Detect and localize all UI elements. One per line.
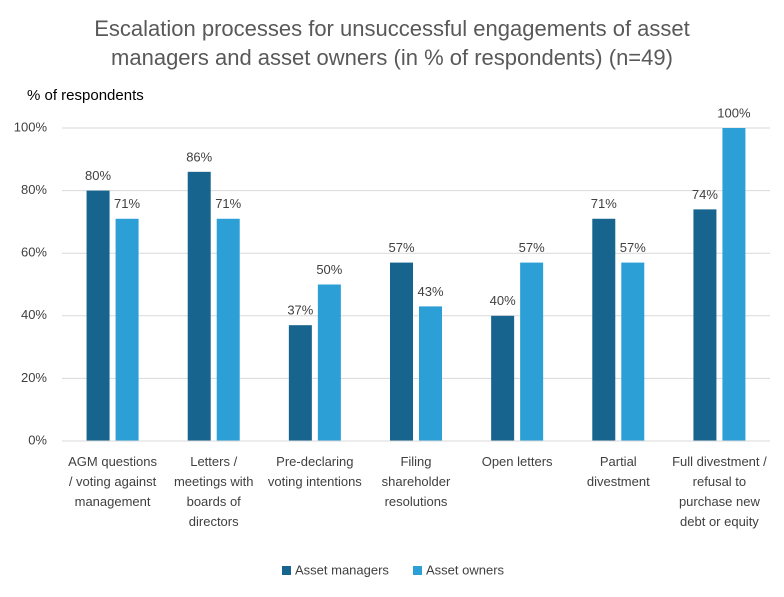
x-tick-label: Partial divestment bbox=[586, 454, 650, 489]
bar bbox=[115, 218, 139, 441]
legend-swatch bbox=[413, 566, 422, 575]
x-tick-label: Open letters bbox=[481, 454, 553, 469]
bar bbox=[317, 284, 341, 441]
bar bbox=[187, 171, 211, 441]
legend-label: Asset owners bbox=[426, 562, 505, 577]
bar bbox=[520, 262, 544, 441]
value-label: 71% bbox=[591, 196, 617, 211]
legend-label: Asset managers bbox=[295, 562, 389, 577]
value-label: 100% bbox=[717, 105, 751, 120]
bar bbox=[621, 262, 645, 441]
x-tick-label: Letters / meetings with boards of direct… bbox=[173, 454, 254, 529]
legend-swatch bbox=[282, 566, 291, 575]
x-tick-label: Pre-declaring voting intentions bbox=[267, 454, 362, 489]
value-label: 40% bbox=[490, 293, 516, 308]
bar bbox=[491, 315, 515, 441]
value-label: 71% bbox=[114, 196, 140, 211]
y-tick-label: 40% bbox=[21, 307, 47, 322]
y-tick-label: 60% bbox=[21, 245, 47, 260]
x-tick-label: Full divestment / refusal to purchase ne… bbox=[672, 454, 767, 529]
value-label: 43% bbox=[417, 284, 443, 299]
x-tick-label: AGM questions / voting against managemen… bbox=[68, 454, 157, 509]
bar bbox=[693, 209, 717, 441]
bar bbox=[592, 218, 616, 441]
value-label: 80% bbox=[85, 168, 111, 183]
bar bbox=[390, 262, 413, 441]
value-label: 57% bbox=[388, 240, 414, 255]
x-tick-label: Filing shareholder resolutions bbox=[381, 454, 451, 509]
value-label: 37% bbox=[287, 303, 313, 318]
value-label: 71% bbox=[215, 196, 241, 211]
value-label: 74% bbox=[692, 187, 718, 202]
bar bbox=[722, 128, 746, 441]
value-label: 86% bbox=[186, 149, 212, 164]
bar bbox=[419, 306, 442, 441]
value-label: 57% bbox=[519, 240, 545, 255]
y-tick-label: 80% bbox=[21, 182, 47, 197]
chart-title: Escalation processes for unsuccessful en… bbox=[94, 16, 690, 70]
value-label: 57% bbox=[620, 240, 646, 255]
bar bbox=[288, 325, 312, 441]
y-axis-label: % of respondents bbox=[27, 87, 144, 104]
y-tick-label: 0% bbox=[28, 432, 47, 447]
bar bbox=[86, 190, 110, 441]
y-tick-label: 20% bbox=[21, 370, 47, 385]
bar bbox=[216, 218, 240, 441]
y-tick-label: 100% bbox=[14, 119, 48, 134]
value-label: 50% bbox=[316, 262, 342, 277]
